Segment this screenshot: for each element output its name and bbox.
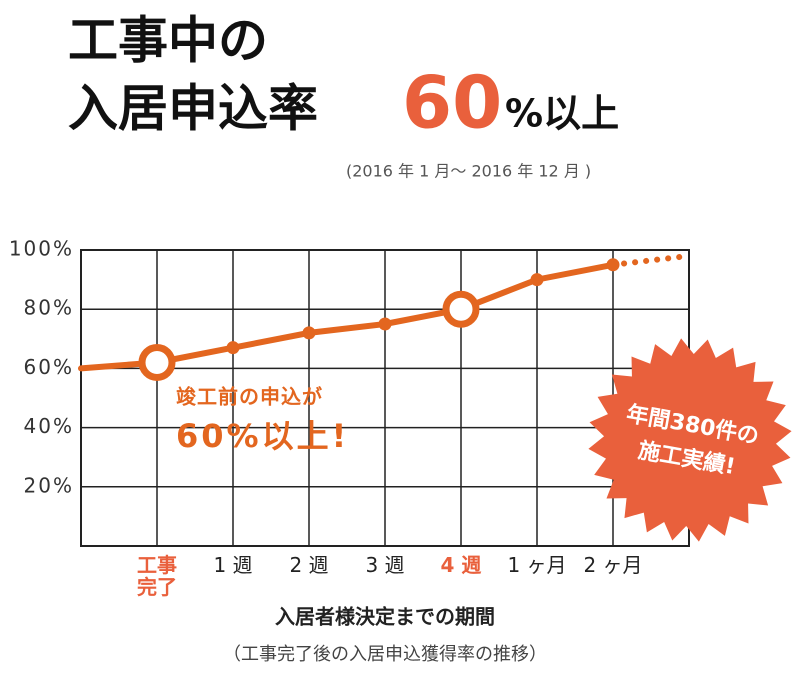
x-tick-label: 1 週 xyxy=(213,553,253,577)
line xyxy=(610,252,692,268)
x-tick-label: 1 ヶ月 xyxy=(507,553,567,577)
y-tick-label: 40% xyxy=(24,414,74,438)
title-highlight: 60 xyxy=(402,61,502,145)
title-line: 工事中の xyxy=(68,12,268,70)
highlight-marker xyxy=(442,290,480,328)
y-tick-label: 100% xyxy=(9,237,74,261)
x-axis-title: 入居者様決定までの期間 xyxy=(275,605,495,629)
marker xyxy=(226,341,240,355)
marker xyxy=(378,317,392,331)
x-tick-label: 2 ヶ月 xyxy=(583,553,643,577)
y-tick-label: 80% xyxy=(24,296,74,320)
marker xyxy=(302,326,316,340)
annotation: 60%以上! xyxy=(176,417,349,455)
subtitle: (2016 年 1 月～ 2016 年 12 月 ) xyxy=(346,162,591,181)
badge-burst xyxy=(588,338,792,542)
x-tick-label: 3 週 xyxy=(365,553,405,577)
x-tick-label: 工事 完了 xyxy=(137,553,177,599)
x-axis-subtitle: （工事完了後の入居申込獲得率の推移） xyxy=(223,644,547,665)
x-tick-label: 4 週 xyxy=(440,553,482,577)
marker xyxy=(530,273,544,287)
title-line: 入居申込率 xyxy=(68,80,318,138)
annotation: 竣工前の申込が xyxy=(176,385,323,409)
title-suffix: %以上 xyxy=(505,92,619,136)
highlight-marker xyxy=(138,343,176,381)
y-tick-label: 60% xyxy=(24,355,74,379)
y-tick-label: 20% xyxy=(24,473,74,497)
x-tick-label: 2 週 xyxy=(289,553,329,577)
